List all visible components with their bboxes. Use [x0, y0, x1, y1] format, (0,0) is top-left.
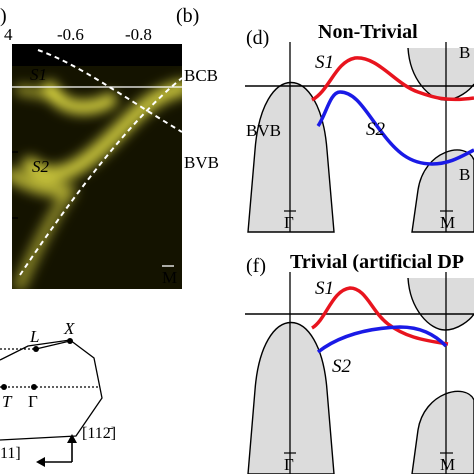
panel-f-label: (f): [246, 255, 266, 277]
arpes-s2-label: S2: [32, 157, 50, 176]
panel-d-m-label: M: [440, 213, 455, 232]
panel-f-s2-label: S2: [332, 356, 352, 377]
panel-f-m-label: M: [440, 455, 455, 474]
bz-outline: [0, 339, 103, 441]
label-T: T: [2, 392, 13, 411]
point-T: [1, 384, 7, 390]
panel-d-s1-band: [311, 56, 474, 102]
corner-label: ): [0, 5, 7, 27]
label-gamma: Γ: [28, 392, 38, 411]
arpes-intensity: [12, 44, 182, 289]
dashed-bcb-curve: [37, 49, 182, 133]
panel-f-conduction-band-fill: [408, 278, 474, 330]
point-L: [33, 346, 39, 352]
point-gamma: [31, 384, 37, 390]
point-X: [67, 338, 73, 344]
panel-f-title: Trivial (artificial DP: [290, 251, 464, 273]
panel-d-valence-band: [247, 81, 335, 233]
panel-d-gamma-label: Γ: [284, 213, 294, 232]
panel-d-s2-band: [316, 90, 474, 166]
panel-d-bvb-label: BVB: [246, 121, 281, 140]
panel-f-valence-band: [247, 321, 335, 474]
arpes-bcb-label: BCB: [184, 66, 218, 85]
panel-f-conduction-band: [407, 277, 474, 331]
arpes-m-label: M: [162, 268, 177, 287]
panel-f-s1-band: [310, 286, 449, 346]
arpes-bvb-label: BVB: [184, 153, 219, 172]
panel-d-label: (d): [246, 27, 269, 49]
tick-label-08: -0.8: [125, 25, 152, 44]
label-L: L: [29, 327, 39, 346]
panel-d-title: Non-Trivial: [318, 21, 418, 43]
panel-d: (d) Non-Trivial S1 S2 BVB B B Γ M: [245, 21, 474, 233]
dir-up-label: [112̄]: [82, 425, 116, 442]
panel-f-s2-band: [316, 325, 448, 354]
dashed-bvb-curve: [19, 77, 182, 276]
arpes-panel: ) (b) 4 -0.6 -0.8 hν = 19 eV S1 S2 BCB B…: [0, 5, 219, 289]
tick-label-left: 4: [4, 25, 13, 44]
panel-d-conduction-band-fill: [408, 48, 474, 100]
panel-d-right-bottom-label: B: [459, 165, 470, 184]
panel-f: (f) Trivial (artificial DP S1 S2 Γ M: [245, 251, 474, 474]
panel-f-gamma-label: Γ: [284, 455, 294, 474]
photon-energy-label: hν = 19 eV: [86, 49, 157, 66]
panel-b-label: (b): [176, 5, 199, 27]
photon-energy-banner: [12, 44, 182, 66]
brillouin-zone: L X T Γ [112̄] 11]: [0, 319, 116, 467]
label-X: X: [63, 319, 75, 338]
panel-d-s2-label: S2: [366, 119, 386, 140]
panel-d-s1-label: S1: [315, 52, 334, 73]
panel-d-right-top-label: B: [459, 43, 470, 62]
dir-left-label: 11]: [0, 445, 21, 462]
panel-f-s1-label: S1: [315, 278, 334, 299]
tick-label-06: -0.6: [57, 25, 84, 44]
arpes-s1-label: S1: [30, 65, 47, 84]
